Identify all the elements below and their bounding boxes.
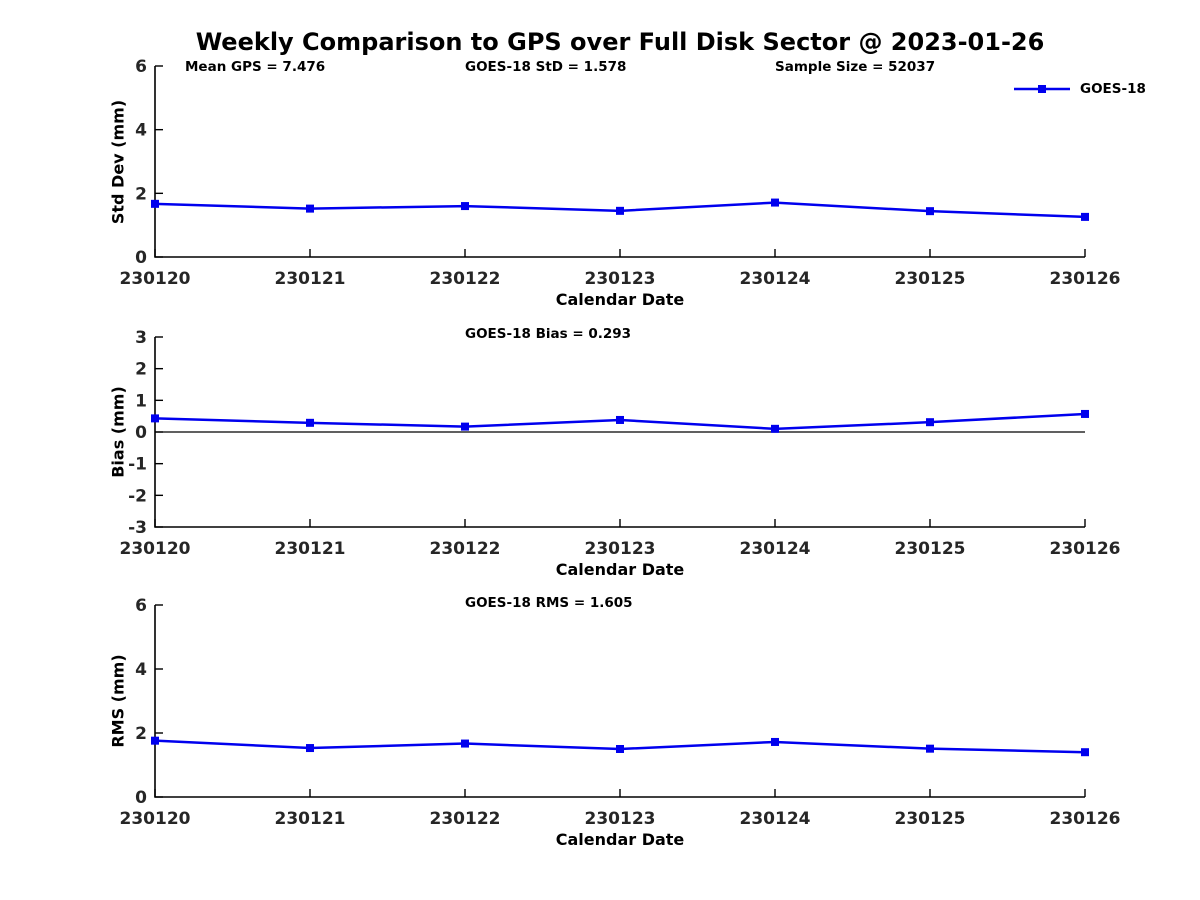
y-axis-label-bias: Bias (mm) bbox=[108, 386, 128, 478]
x-axis-label-middle: Calendar Date bbox=[555, 560, 685, 579]
x-tick-label: 230120 bbox=[120, 539, 191, 559]
x-tick-label: 230121 bbox=[275, 809, 346, 829]
y-tick-label: 4 bbox=[135, 121, 147, 141]
y-tick-label: 4 bbox=[135, 660, 147, 680]
legend-line-marker-icon bbox=[1014, 85, 1070, 93]
data-point-marker bbox=[151, 736, 159, 745]
x-tick-label: 230123 bbox=[585, 809, 656, 829]
data-point-marker bbox=[1081, 748, 1089, 757]
x-tick-label: 230125 bbox=[895, 539, 966, 559]
legend-label: GOES-18 bbox=[1080, 81, 1146, 97]
x-tick-label: 230121 bbox=[275, 269, 346, 289]
data-point-marker bbox=[151, 199, 159, 208]
x-axis-label-bottom: Calendar Date bbox=[555, 830, 685, 849]
data-point-marker bbox=[306, 418, 314, 427]
annotation-mean-gps: Mean GPS = 7.476 bbox=[185, 59, 326, 75]
y-tick-label: 3 bbox=[135, 328, 147, 348]
y-tick-label: -1 bbox=[128, 455, 147, 475]
data-point-marker bbox=[461, 739, 469, 748]
x-tick-label: 230126 bbox=[1050, 539, 1121, 559]
x-tick-label: 230125 bbox=[895, 809, 966, 829]
x-tick-label: 230122 bbox=[430, 809, 501, 829]
x-tick-label: 230122 bbox=[430, 269, 501, 289]
figure-title: Weekly Comparison to GPS over Full Disk … bbox=[195, 28, 1045, 56]
annotation-goes18-rms: GOES-18 RMS = 1.605 bbox=[465, 595, 633, 611]
x-tick-label: 230123 bbox=[585, 539, 656, 559]
data-point-marker bbox=[926, 744, 934, 753]
y-axis-label-rms: RMS (mm) bbox=[108, 654, 128, 748]
x-tick-label: 230125 bbox=[895, 269, 966, 289]
x-tick-label: 230120 bbox=[120, 809, 191, 829]
x-tick-label: 230124 bbox=[740, 809, 811, 829]
annotation-goes18-std: GOES-18 StD = 1.578 bbox=[465, 59, 627, 75]
data-point-marker bbox=[461, 202, 469, 211]
annotation-sample-size: Sample Size = 52037 bbox=[775, 59, 936, 75]
y-tick-label: 2 bbox=[135, 184, 147, 204]
data-point-marker bbox=[771, 737, 779, 746]
data-point-marker bbox=[461, 422, 469, 431]
data-point-marker bbox=[306, 744, 314, 753]
data-point-marker bbox=[616, 745, 624, 753]
axis-frame bbox=[154, 605, 1085, 798]
data-point-marker bbox=[926, 207, 934, 216]
annotation-goes18-bias: GOES-18 Bias = 0.293 bbox=[465, 326, 632, 342]
y-tick-label: 6 bbox=[135, 57, 147, 77]
data-point-marker bbox=[771, 198, 779, 207]
data-point-marker bbox=[1081, 212, 1089, 221]
data-point-marker bbox=[616, 415, 624, 424]
axis-frame bbox=[154, 66, 1085, 258]
y-tick-label: 2 bbox=[135, 360, 147, 380]
y-tick-label: 0 bbox=[135, 423, 147, 443]
y-tick-label: 0 bbox=[135, 248, 147, 268]
x-tick-label: 230124 bbox=[740, 269, 811, 289]
data-point-marker bbox=[616, 206, 624, 215]
x-axis-label-top: Calendar Date bbox=[555, 290, 685, 309]
data-point-marker bbox=[151, 414, 159, 423]
y-tick-label: 2 bbox=[135, 724, 147, 744]
x-tick-label: 230123 bbox=[585, 269, 656, 289]
y-tick-label: 1 bbox=[135, 391, 147, 411]
y-axis-label-std-dev: Std Dev (mm) bbox=[108, 99, 128, 225]
x-tick-label: 230126 bbox=[1050, 269, 1121, 289]
x-tick-label: 230122 bbox=[430, 539, 501, 559]
x-tick-label: 230121 bbox=[275, 539, 346, 559]
x-tick-label: 230124 bbox=[740, 539, 811, 559]
x-tick-label: 230120 bbox=[120, 269, 191, 289]
y-tick-label: -2 bbox=[128, 486, 147, 506]
data-point-marker bbox=[771, 424, 779, 433]
x-tick-label: 230126 bbox=[1050, 809, 1121, 829]
y-tick-label: 0 bbox=[135, 788, 147, 808]
data-point-marker bbox=[306, 204, 314, 213]
y-tick-label: 6 bbox=[135, 596, 147, 616]
y-tick-label: -3 bbox=[128, 518, 147, 538]
data-point-marker bbox=[1081, 409, 1089, 418]
legend: GOES-18 bbox=[1012, 81, 1146, 97]
data-point-marker bbox=[926, 418, 934, 427]
